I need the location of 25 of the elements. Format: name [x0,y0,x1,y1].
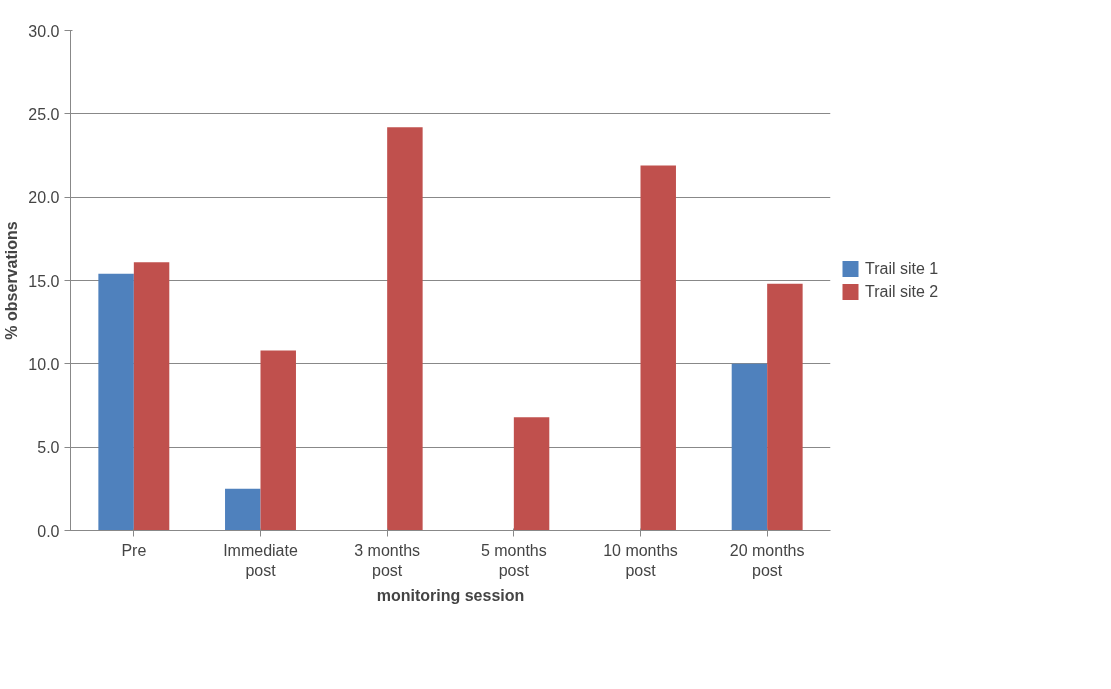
bar [387,127,423,531]
x-tick-label: 10 months post [603,541,678,579]
x-tick-label: 5 months post [480,541,547,579]
y-tick-label: 15.0 [28,272,60,290]
y-tick-label: 20.0 [28,189,60,207]
legend-label: Trail site 1 [865,259,939,278]
y-axis-title: % observations [3,221,21,340]
y-tick-label: 10.0 [28,355,60,373]
x-tick-label: Pre [121,541,147,559]
y-tick-label: 5.0 [37,439,60,457]
x-tick-label: 20 months post [729,541,805,579]
bar [98,273,134,531]
x-axis-title: monitoring session [376,586,525,604]
bar [133,262,170,531]
y-tick-label: 30.0 [28,22,60,40]
x-tick-label: Immediate post [223,541,298,579]
bar [513,417,550,531]
bar [731,363,768,531]
bar [260,350,296,531]
legend-label: Trail site 2 [865,282,939,301]
bar [640,165,676,531]
bar [225,488,261,531]
y-tick-label: 25.0 [28,105,60,123]
bar [767,283,803,531]
y-tick-label: 0.0 [37,522,60,540]
